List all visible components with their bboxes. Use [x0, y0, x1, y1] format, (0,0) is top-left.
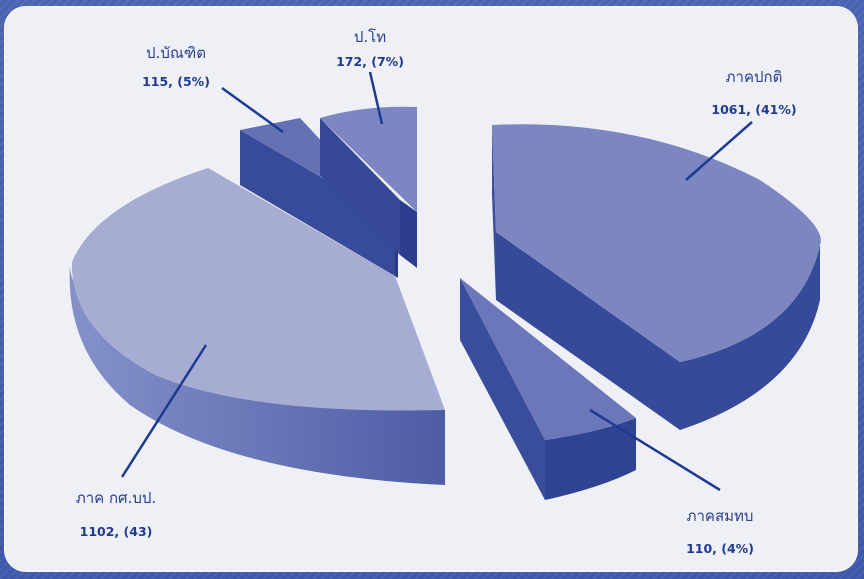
label-pbandit-name: ป.บัณฑิต — [146, 44, 206, 62]
slice-pto-side-left — [320, 118, 400, 255]
slice-samtob — [460, 278, 636, 500]
leader-pto — [368, 71, 384, 125]
label-kosbop-name: ภาค กศ.บป. — [76, 489, 156, 507]
label-pakati-value: 1061, (41%) — [711, 102, 796, 117]
slice-samtob-top — [460, 278, 636, 440]
label-pbandit-value: 115, (5%) — [142, 74, 210, 89]
slice-pakati-side — [496, 232, 820, 430]
slice-pto-top — [320, 106, 417, 212]
label-pakati-name: ภาคปกติ — [726, 68, 783, 86]
label-pto: ป.โท 172, (7%) — [336, 28, 404, 69]
slice-samtob-side-front — [545, 418, 636, 500]
leader-kosbop — [120, 344, 208, 478]
slice-pbandit-side-front — [240, 130, 395, 276]
slice-pto — [320, 106, 417, 268]
slice-pakati-top — [492, 124, 821, 362]
slice-kosbop-side — [69, 265, 446, 485]
slice-kosbop-top — [71, 168, 445, 411]
label-pbandit: ป.บัณฑิต 115, (5%) — [142, 44, 210, 89]
label-pakati: ภาคปกติ 1061, (41%) — [711, 68, 796, 117]
leader-samtob — [589, 408, 721, 492]
label-samtob-name: ภาคสมทบ — [687, 507, 754, 525]
label-kosbop-value: 1102, (43) — [80, 524, 153, 539]
leader-pakati — [685, 121, 753, 181]
label-kosbop: ภาค กศ.บป. 1102, (43) — [76, 489, 156, 539]
label-pto-value: 172, (7%) — [336, 54, 404, 69]
slice-pakati-side-left — [492, 125, 496, 300]
slice-kosbop — [69, 168, 446, 485]
label-samtob: ภาคสมทบ 110, (4%) — [686, 507, 754, 556]
label-pto-name: ป.โท — [354, 28, 386, 46]
label-samtob-value: 110, (4%) — [686, 541, 754, 556]
leader-pbandit — [221, 86, 284, 134]
slice-samtob-side-left — [460, 278, 545, 500]
slice-pakati — [492, 124, 821, 430]
slice-pto-side-front — [400, 200, 417, 268]
